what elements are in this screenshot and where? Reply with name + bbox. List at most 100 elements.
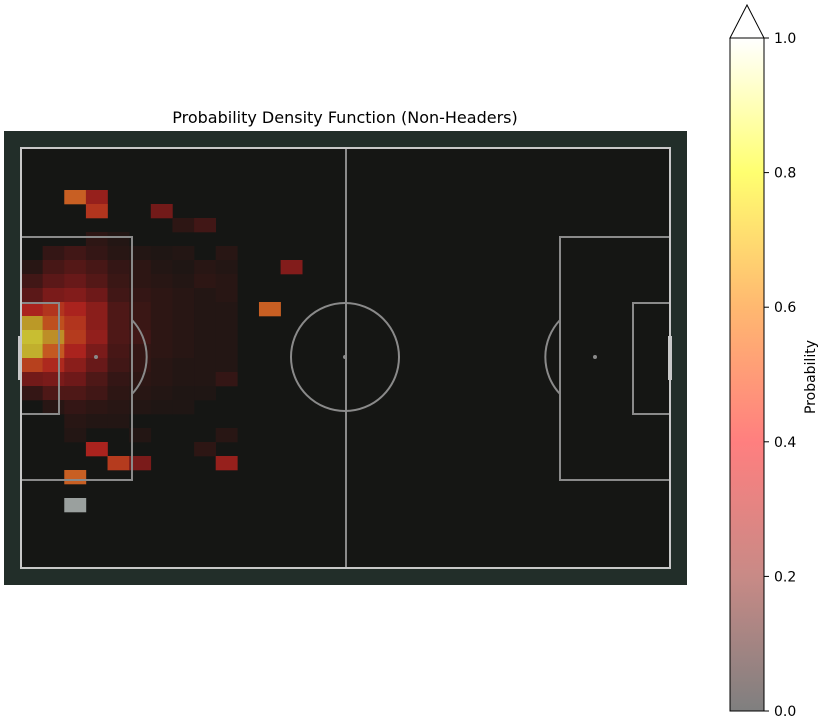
heatmap-bin (42, 288, 65, 303)
heatmap-bin (85, 414, 108, 429)
heatmap-bin (42, 302, 65, 317)
heatmap-bins (21, 190, 303, 513)
heatmap-bin (107, 400, 130, 415)
heatmap-bin (21, 288, 43, 303)
heatmap-bin (21, 330, 43, 345)
heatmap-bin (215, 246, 238, 261)
heatmap-bin (107, 260, 130, 275)
heatmap-bin (107, 358, 130, 373)
colorbar-gradient (729, 37, 765, 712)
heatmap-bin (85, 190, 108, 205)
heatmap-bin (215, 456, 238, 471)
left-penalty-arc (131, 319, 148, 395)
heatmap-bin (172, 288, 195, 303)
heatmap-bin (215, 274, 238, 289)
heatmap-bin (107, 246, 130, 261)
heatmap-bin (21, 386, 43, 401)
pitch-markings (18, 147, 672, 569)
heatmap-bin (258, 302, 281, 317)
heatmap-bin (215, 428, 238, 443)
colorbar-label: Probability (803, 340, 819, 414)
heatmap-bin (172, 316, 195, 331)
heatmap-bin (129, 330, 152, 345)
heatmap-bin (194, 358, 216, 373)
heatmap-bin (150, 246, 173, 261)
heatmap-bin (215, 302, 238, 317)
heatmap-bin (21, 274, 43, 289)
heatmap-bin (150, 344, 173, 359)
heatmap-bin (194, 330, 216, 345)
heatmap-bin (64, 386, 87, 401)
heatmap-bin (129, 302, 152, 317)
colorbar-tick-label: 0.2 (774, 569, 796, 585)
heatmap-bin (215, 358, 238, 373)
heatmap-bin (150, 274, 173, 289)
heatmap-bin (21, 344, 43, 359)
heatmap-bin (129, 428, 152, 443)
heatmap-bin (129, 456, 152, 471)
heatmap-bin (42, 372, 65, 387)
heatmap-bin (150, 400, 173, 415)
heatmap-bin (194, 372, 216, 387)
heatmap-bin (85, 344, 108, 359)
heatmap-bin (64, 372, 87, 387)
heatmap-bin (85, 400, 108, 415)
heatmap-bin (64, 344, 87, 359)
heatmap-bin (21, 372, 43, 387)
heatmap-bin (64, 274, 87, 289)
right-penalty-spot (593, 355, 597, 359)
heatmap-bin (172, 400, 195, 415)
heatmap-bin (150, 330, 173, 345)
heatmap-bin (215, 372, 238, 387)
heatmap-bin (150, 358, 173, 373)
colorbar-tick-label: 0.0 (774, 704, 796, 719)
heatmap-bin (85, 302, 108, 317)
heatmap-bin (64, 246, 87, 261)
colorbar-extension (729, 3, 765, 39)
left-penalty-spot (94, 355, 98, 359)
heatmap-bin (85, 316, 108, 331)
colorbar-tick-label: 0.4 (774, 435, 796, 451)
heatmap-bin (64, 330, 87, 345)
heatmap-bin (215, 316, 238, 331)
heatmap-bin (150, 204, 173, 219)
heatmap-bin (194, 274, 216, 289)
heatmap-bin (280, 260, 303, 275)
heatmap-bin (85, 442, 108, 457)
heatmap-bin (21, 358, 43, 373)
colorbar-tick-label: 0.6 (774, 300, 796, 316)
heatmap-bin (64, 400, 87, 415)
heatmap-bin (107, 316, 130, 331)
heatmap-bin (85, 330, 108, 345)
heatmap-bin (194, 442, 216, 457)
heatmap-bin (172, 358, 195, 373)
heatmap-bin (42, 274, 65, 289)
heatmap-bin (21, 260, 43, 275)
colorbar-ticks: 0.0 0.2 0.4 0.6 0.8 1.0 (764, 31, 796, 719)
heatmap-bin (150, 260, 173, 275)
heatmap-bin (150, 302, 173, 317)
heatmap-bin (85, 260, 108, 275)
heatmap-bin (64, 414, 87, 429)
heatmap-bin (172, 246, 195, 261)
heatmap-bin (107, 232, 130, 247)
heatmap-bin (194, 344, 216, 359)
heatmap-bin (172, 218, 195, 233)
heatmap-bin (129, 372, 152, 387)
heatmap-bin (107, 344, 130, 359)
heatmap-bin (172, 260, 195, 275)
heatmap-bin (172, 386, 195, 401)
heatmap-bin (215, 260, 238, 275)
heatmap-bin (42, 330, 65, 345)
chart-title: Probability Density Function (Non-Header… (172, 108, 517, 127)
pitch-outline (20, 147, 671, 569)
heatmap-bin (194, 316, 216, 331)
heatmap-bin (42, 316, 65, 331)
heatmap-bin (129, 316, 152, 331)
heatmap-bin (150, 288, 173, 303)
heatmap-bin (21, 302, 43, 317)
heatmap-bin (107, 288, 130, 303)
heatmap-bin (172, 344, 195, 359)
centre-circle (290, 302, 400, 412)
